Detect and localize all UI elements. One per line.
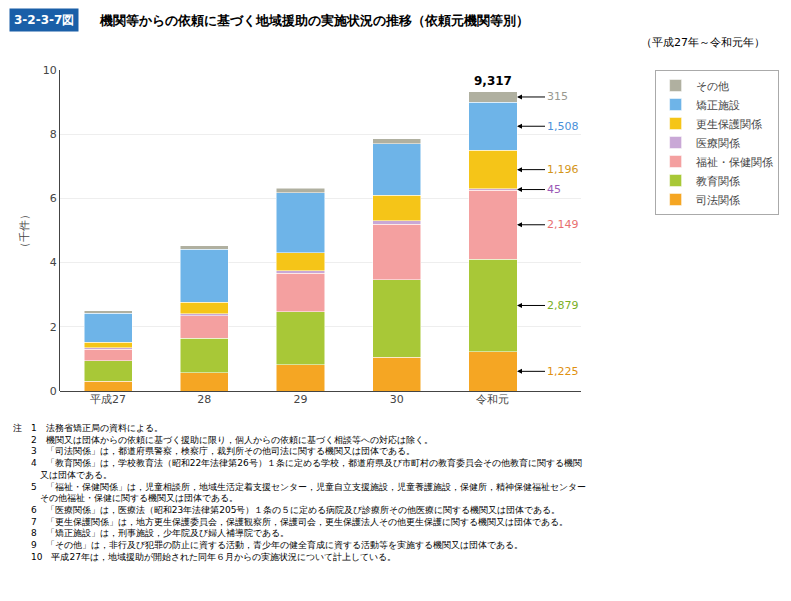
svg-text:9,317: 9,317 [474, 74, 512, 88]
svg-text:30: 30 [390, 393, 404, 406]
svg-text:2,149: 2,149 [547, 218, 579, 231]
svg-text:1,508: 1,508 [547, 120, 579, 133]
svg-text:教育関係: 教育関係 [696, 175, 740, 188]
svg-text:28: 28 [197, 393, 211, 406]
svg-text:福祉・保健関係: 福祉・保健関係 [696, 156, 773, 169]
svg-text:（千件）: （千件） [18, 209, 31, 253]
svg-text:29: 29 [294, 393, 308, 406]
svg-text:機関等からの依頼に基づく地域援助の実施状況の推移（依頼元機関: 機関等からの依頼に基づく地域援助の実施状況の推移（依頼元機関等別） [99, 13, 529, 28]
svg-text:（平成27年～令和元年）: （平成27年～令和元年） [641, 36, 765, 49]
svg-text:矯正施設: 矯正施設 [696, 99, 740, 112]
svg-text:4: 4 [50, 256, 57, 269]
svg-text:1,225: 1,225 [547, 365, 579, 378]
svg-text:その他: その他 [696, 80, 729, 93]
svg-text:注 1 法務省矯正局の資料による。 2 機関又は団体からの: 注 1 法務省矯正局の資料による。 2 機関又は団体からの依頼に基づく援助に限り… [13, 423, 586, 562]
svg-text:45: 45 [547, 183, 561, 196]
svg-text:司法関係: 司法関係 [696, 194, 740, 207]
svg-text:315: 315 [547, 90, 568, 103]
svg-text:6: 6 [50, 192, 57, 205]
svg-text:0: 0 [50, 385, 57, 398]
svg-text:8: 8 [50, 128, 57, 141]
svg-text:1,196: 1,196 [547, 163, 579, 176]
svg-text:平成27: 平成27 [90, 393, 126, 406]
svg-text:10: 10 [43, 64, 57, 77]
svg-text:医療関係: 医療関係 [696, 137, 740, 150]
svg-text:更生保護関係: 更生保護関係 [696, 118, 762, 131]
svg-text:令和元: 令和元 [476, 393, 509, 406]
svg-text:2,879: 2,879 [547, 299, 579, 312]
svg-text:2: 2 [50, 321, 57, 334]
svg-text:3-2-3-7図: 3-2-3-7図 [14, 13, 74, 27]
